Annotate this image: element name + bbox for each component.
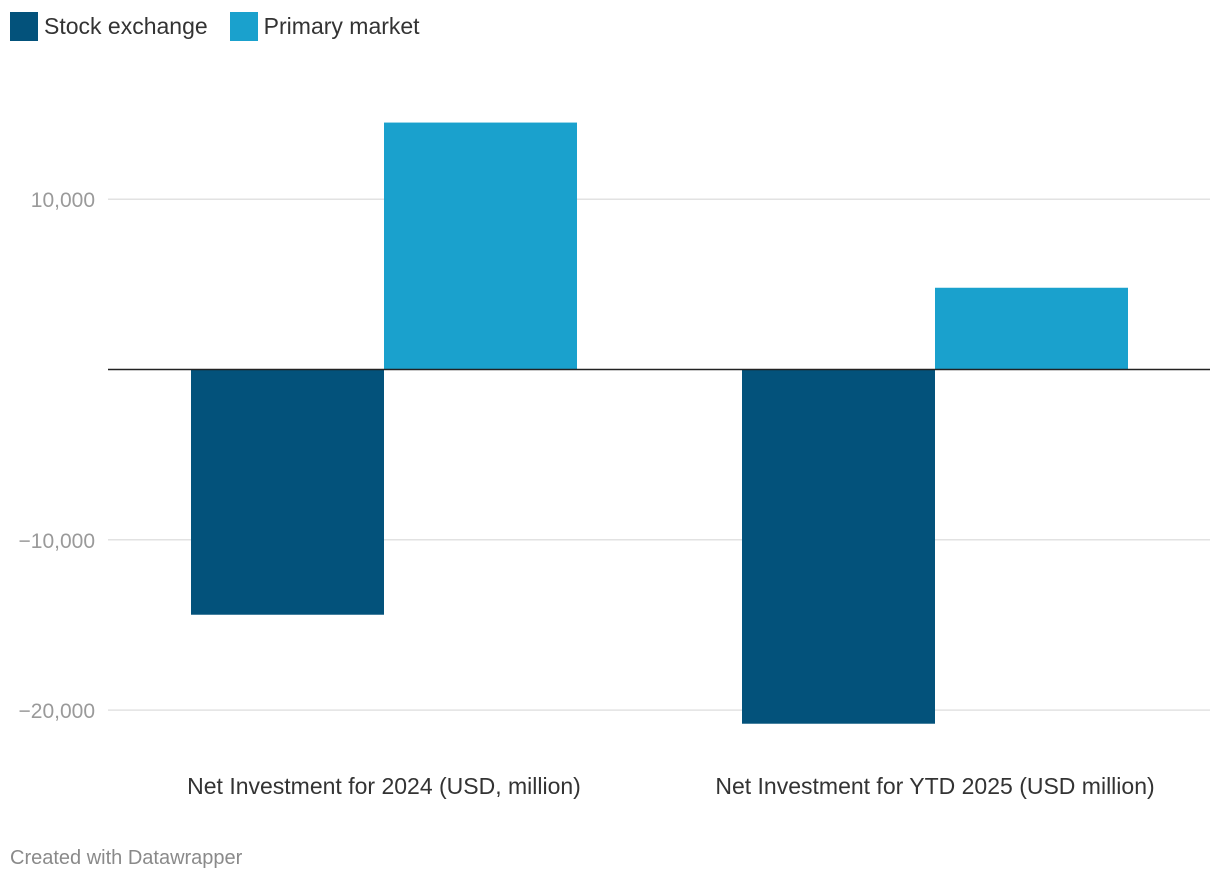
bar-primary-market [384, 122, 577, 370]
x-category-label: Net Investment for YTD 2025 (USD million… [715, 773, 1154, 799]
y-tick-label: 10,000 [31, 189, 95, 212]
legend-swatch-primary-market [229, 12, 258, 41]
x-category-label: Net Investment for 2024 (USD, million) [187, 773, 581, 799]
legend-label-stock-exchange: Stock exchange [44, 13, 208, 39]
legend-label-primary-market: Primary market [263, 13, 420, 39]
legend: Stock exchange Primary market [10, 12, 442, 41]
bar-stock-exchange [191, 369, 384, 615]
bar-primary-market [935, 287, 1128, 370]
y-tick-label: −20,000 [19, 700, 96, 723]
legend-swatch-stock-exchange [10, 12, 38, 41]
legend-item-stock-exchange: Stock exchange [10, 12, 208, 41]
bar-stock-exchange [742, 369, 935, 724]
y-tick-label: −10,000 [19, 530, 96, 553]
footer-credit: Created with Datawrapper [10, 847, 243, 869]
legend-item-primary-market: Primary market [229, 12, 420, 41]
